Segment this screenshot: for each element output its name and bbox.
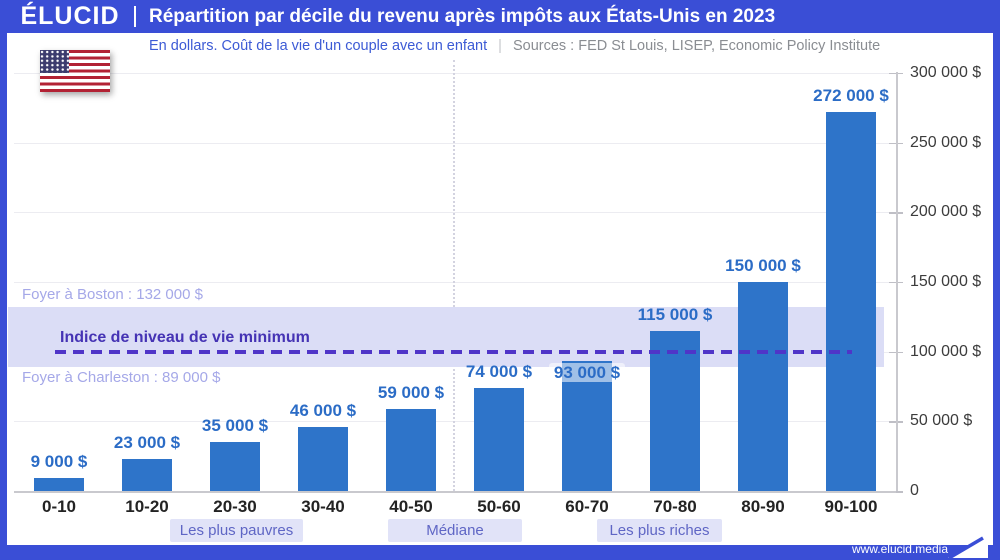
x-axis-category-label: 40-50 [389,497,433,516]
y-tick-label: 100 000 $ [910,342,982,360]
boston-reference-label: Foyer à Boston : 132 000 $ [22,285,203,303]
header-bar: ÉLUCID Répartition par décile du revenu … [0,0,1000,33]
y-tick-label: 0 [910,482,919,499]
decile-bar [298,426,348,491]
x-axis-category-label: 80-90 [741,497,785,516]
bar-value-label: 23 000 $ [113,432,181,452]
footer-bar [0,545,1000,560]
decile-bar [210,442,260,491]
bar-value-label: 74 000 $ [465,361,533,381]
bar-value-label: 150 000 $ [725,255,801,275]
x-axis-category-label: 70-80 [653,497,697,516]
decile-group-label: Médiane [388,519,522,542]
bar-value-label: 46 000 $ [289,400,357,420]
bar-value-label: 35 000 $ [201,416,269,436]
decile-group-label: Les plus riches [597,519,722,542]
y-tick-label: 50 000 $ [910,412,973,430]
decile-bar [122,458,172,491]
median-divider-line [453,60,455,491]
x-axis-category-label: 90-100 [824,497,878,516]
y-gridline [14,421,896,423]
us-flag-icon [40,50,110,92]
minimum-living-index-line [55,349,852,354]
bar-value-label: 272 000 $ [813,85,889,105]
bar-value-label: 59 000 $ [377,382,445,402]
elucid-logo: ÉLUCID [20,2,120,30]
elucid-arrow-icon [948,534,988,558]
subtitle-note: En dollars. Coût de la vie d'un couple a… [149,38,488,54]
decile-bar [474,387,524,491]
subtitle-separator: | [498,38,502,54]
y-axis-line [896,72,898,491]
bar-value-label: 115 000 $ [637,304,713,324]
subtitle-row: En dollars. Coût de la vie d'un couple a… [149,36,880,56]
bar-value-label: 93 000 $ [522,363,652,383]
y-gridline [14,212,896,214]
x-axis-category-label: 10-20 [125,497,169,516]
y-gridline [14,72,896,74]
x-axis-line [14,491,896,493]
minimum-living-index-label: Indice de niveau de vie minimum [60,328,310,346]
decile-bar [34,478,84,491]
decile-group-label: Les plus pauvres [170,519,303,542]
x-axis-category-label: 0-10 [41,497,77,516]
y-tick-label: 200 000 $ [910,203,982,221]
x-axis-category-label: 30-40 [301,497,345,516]
subtitle-sources: Sources : FED St Louis, LISEP, Economic … [512,38,881,54]
x-axis-category-label: 60-70 [565,497,609,516]
decile-bar [826,111,876,491]
y-gridline [14,142,896,144]
frame-right [993,0,1000,560]
footer-url: www.elucid.media [851,542,948,556]
y-tick-label: 250 000 $ [910,133,982,151]
y-tick-label: 300 000 $ [910,63,982,81]
chart-title: Répartition par décile du revenu après i… [149,6,776,27]
decile-bar [738,281,788,491]
y-tick-label: 150 000 $ [910,272,982,290]
charleston-reference-label: Foyer à Charleston : 89 000 $ [22,368,221,386]
decile-bar [650,330,700,491]
bar-value-label: 9 000 $ [30,452,88,472]
logo-divider [134,6,136,27]
frame-left [0,0,7,560]
us-flag-canton [40,50,69,73]
x-axis-category-label: 50-60 [477,497,521,516]
decile-bar [562,361,612,491]
y-tick-mark [889,491,903,493]
y-gridline [14,281,896,283]
bar-value-label-boxed: 93 000 $ [548,363,626,383]
x-axis-category-label: 20-30 [213,497,257,516]
decile-bar [386,408,436,491]
